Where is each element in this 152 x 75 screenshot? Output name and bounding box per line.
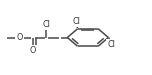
Text: O: O [29, 46, 36, 55]
Text: Cl: Cl [72, 17, 80, 26]
Text: Cl: Cl [42, 20, 50, 29]
Text: Cl: Cl [107, 40, 115, 49]
Text: O: O [17, 33, 23, 42]
